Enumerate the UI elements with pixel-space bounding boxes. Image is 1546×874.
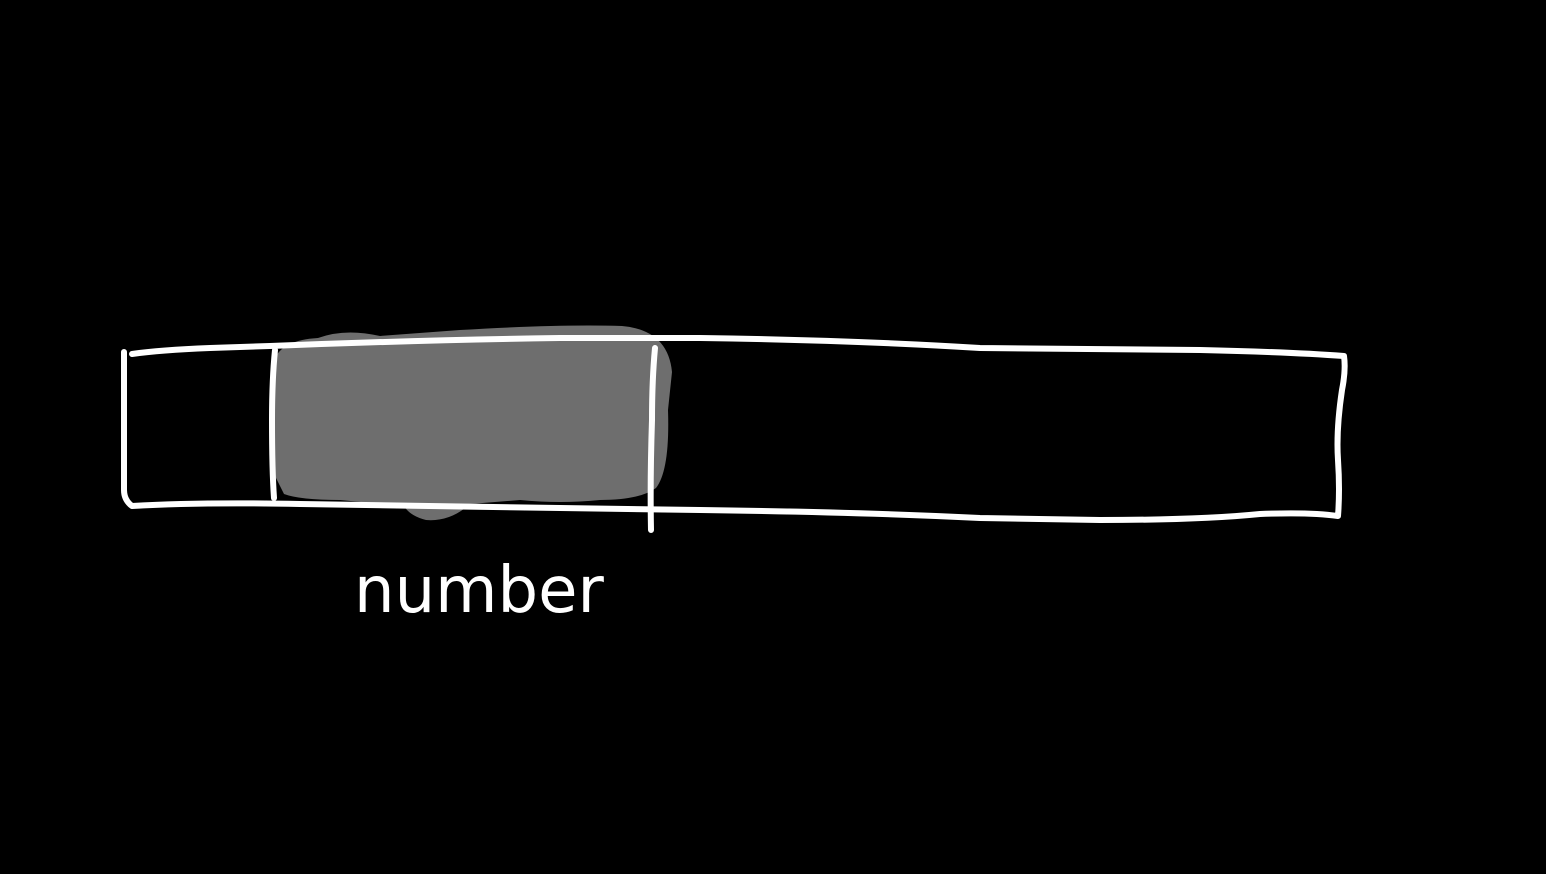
segment-divider-left bbox=[269, 347, 278, 501]
segment-divider-right bbox=[647, 345, 658, 533]
highlighted-segment bbox=[272, 325, 672, 521]
segment-label: number bbox=[354, 554, 604, 628]
bar-outline bbox=[121, 335, 1348, 523]
